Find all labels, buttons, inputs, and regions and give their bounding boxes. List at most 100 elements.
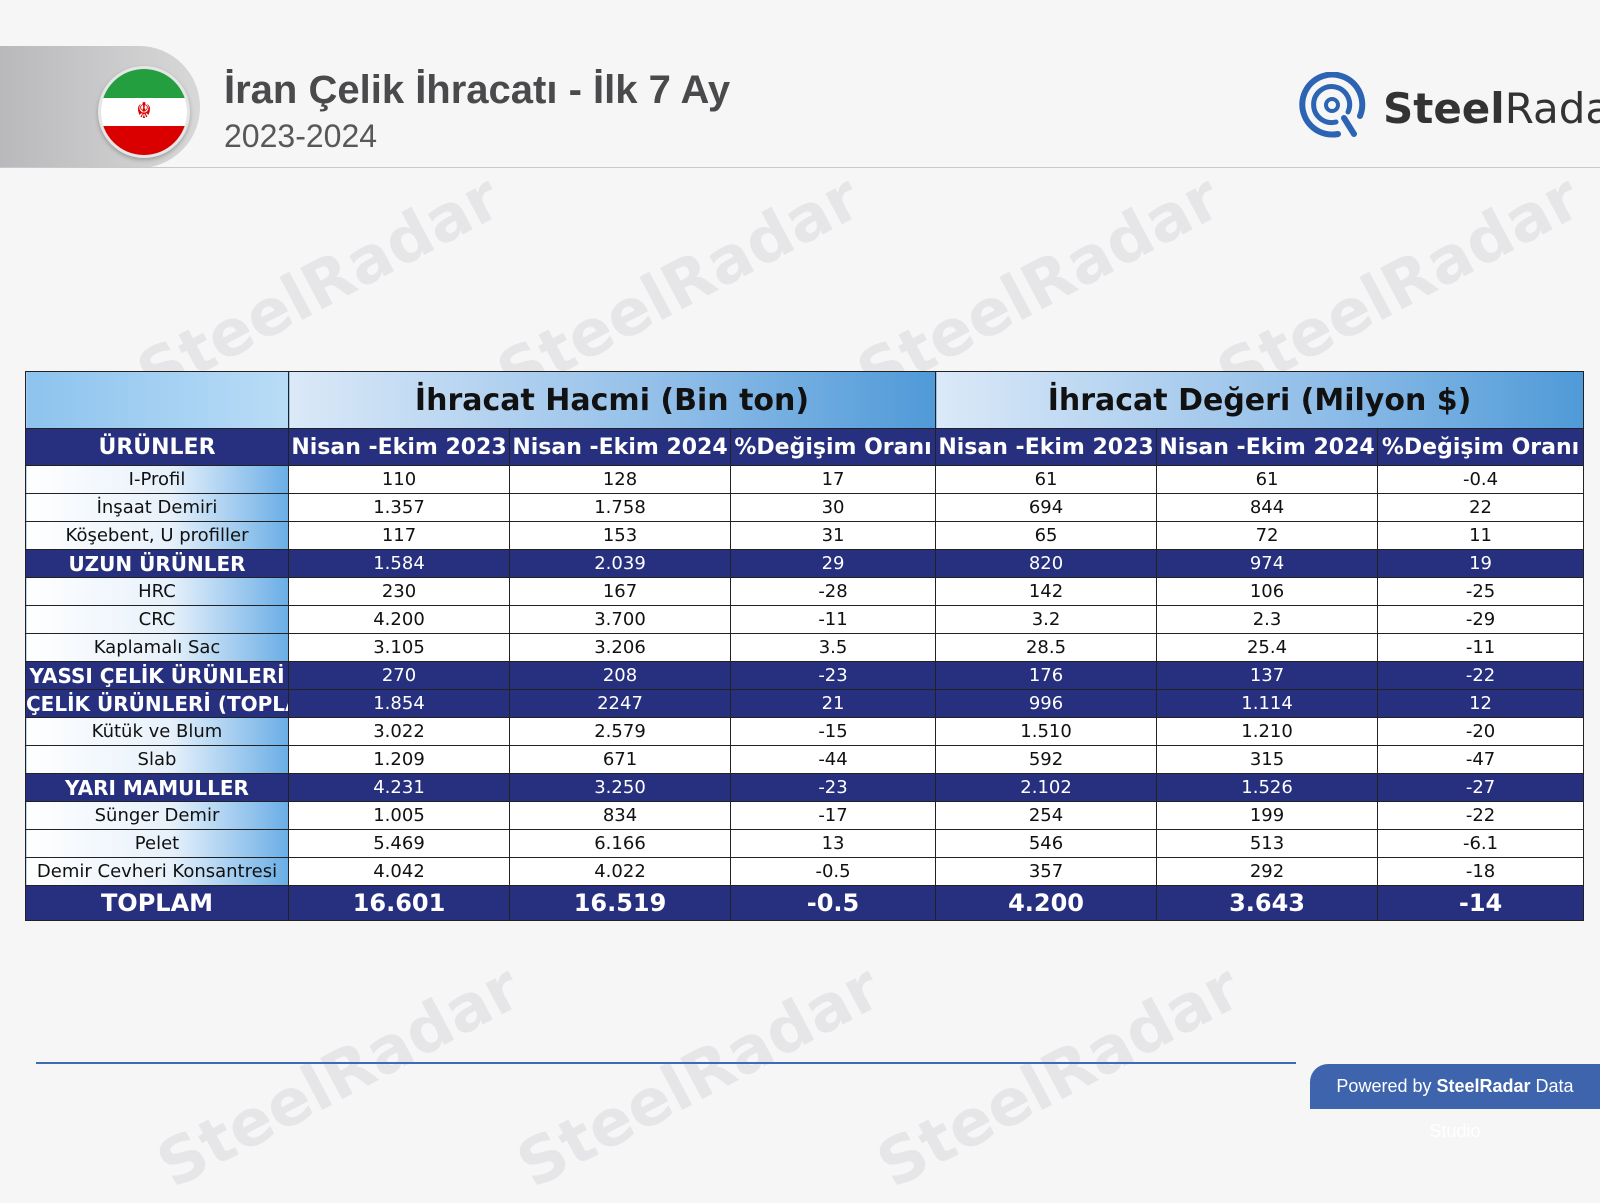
table-cell: 2.3	[1156, 605, 1379, 634]
table-cell: 4.200	[288, 605, 510, 634]
table-cell: -20	[1377, 717, 1585, 746]
table-cell: 199	[1156, 801, 1379, 830]
table-cell: 1.854	[288, 689, 510, 718]
table-cell: -11	[729, 605, 937, 634]
table-cell: 513	[1156, 829, 1379, 858]
table-corner	[25, 371, 289, 429]
row-label: ÇELİK ÜRÜNLERİ (TOPLAM)	[25, 689, 289, 718]
table-row: Slab 1.209 671 -44 592 315 -47	[25, 745, 1585, 774]
table-row: Kaplamalı Sac 3.105 3.206 3.5 28.5 25.4 -11	[25, 633, 1585, 662]
table-cell: 834	[509, 801, 731, 830]
table-cell: 3.2	[935, 605, 1158, 634]
table-cell: 208	[509, 661, 731, 690]
table-cell: 19	[1377, 549, 1585, 578]
table-cell: 61	[935, 465, 1158, 494]
table-cell: 3.700	[509, 605, 731, 634]
column-header: Nisan -Ekim 2023	[935, 428, 1158, 466]
table-cell: -22	[1377, 661, 1585, 690]
table-cell: -22	[1377, 801, 1585, 830]
table-cell: -11	[1377, 633, 1585, 662]
column-header: ÜRÜNLER	[25, 428, 289, 466]
row-label: Sünger Demir	[25, 801, 289, 830]
column-header: Nisan -Ekim 2024	[1156, 428, 1379, 466]
table-cell: 270	[288, 661, 510, 690]
table-cell: 137	[1156, 661, 1379, 690]
table-cell: -15	[729, 717, 937, 746]
table-cell: 12	[1377, 689, 1585, 718]
table-cell: 4.022	[509, 857, 731, 886]
table-cell: 13	[729, 829, 937, 858]
row-label: YASSI ÇELİK ÜRÜNLERİ	[25, 661, 289, 690]
table-row: Pelet 5.469 6.166 13 546 513 -6.1	[25, 829, 1585, 858]
table-cell: 974	[1156, 549, 1379, 578]
table-cell: 72	[1156, 521, 1379, 550]
table-row: HRC 230 167 -28 142 106 -25	[25, 577, 1585, 606]
table-cell: 3.022	[288, 717, 510, 746]
table-cell: -25	[1377, 577, 1585, 606]
table-row: Köşebent, U profiller 117 153 31 65 72 11	[25, 521, 1585, 550]
powered-by-badge: Powered by SteelRadar Data Studio	[1310, 1064, 1600, 1141]
table-cell: -27	[1377, 773, 1585, 802]
table-cell: 2247	[509, 689, 731, 718]
table-cell: 1.114	[1156, 689, 1379, 718]
table-cell: 315	[1156, 745, 1379, 774]
table-cell: 1.209	[288, 745, 510, 774]
table-cell: 3.105	[288, 633, 510, 662]
table-cell: 6.166	[509, 829, 731, 858]
table-cell: 167	[509, 577, 731, 606]
table-cell: 844	[1156, 493, 1379, 522]
table-cell: 1.758	[509, 493, 731, 522]
table-row: CRC 4.200 3.700 -11 3.2 2.3 -29	[25, 605, 1585, 634]
footer-divider	[36, 1062, 1296, 1064]
table-cell: 357	[935, 857, 1158, 886]
table-cell: 2.579	[509, 717, 731, 746]
table-cell: 16.519	[509, 885, 731, 921]
page-title: İran Çelik İhracatı - İlk 7 Ay	[224, 68, 731, 112]
table-cell: 1.526	[1156, 773, 1379, 802]
table-cell: 22	[1377, 493, 1585, 522]
table-cell: 25.4	[1156, 633, 1379, 662]
table-cell: -0.4	[1377, 465, 1585, 494]
subtotal-row: YASSI ÇELİK ÜRÜNLERİ 270 208 -23 176 137 -22	[25, 661, 1585, 690]
table-cell: 117	[288, 521, 510, 550]
table-cell: 30	[729, 493, 937, 522]
table-cell: 5.469	[288, 829, 510, 858]
row-label: İnşaat Demiri	[25, 493, 289, 522]
row-label: Köşebent, U profiller	[25, 521, 289, 550]
column-header: %Değişim Oranı	[1377, 428, 1585, 466]
table-cell: 31	[729, 521, 937, 550]
group-header-value: İhracat Değeri (Milyon $)	[935, 371, 1585, 429]
group-header-volume: İhracat Hacmi (Bin ton)	[287, 371, 937, 429]
table-cell: 28.5	[935, 633, 1158, 662]
table-cell: 21	[729, 689, 937, 718]
table-cell: 2.102	[935, 773, 1158, 802]
table-cell: 1.005	[288, 801, 510, 830]
table-cell: 128	[509, 465, 731, 494]
table-cell: -44	[729, 745, 937, 774]
watermark: SteelRadar	[145, 950, 533, 1203]
table-cell: 29	[729, 549, 937, 578]
table-cell: 996	[935, 689, 1158, 718]
table-cell: 820	[935, 549, 1158, 578]
table-row: Kütük ve Blum 3.022 2.579 -15 1.510 1.210 -20	[25, 717, 1585, 746]
table-cell: 3.206	[509, 633, 731, 662]
column-header: Nisan -Ekim 2024	[509, 428, 731, 466]
table-cell: 11	[1377, 521, 1585, 550]
table-cell: 176	[935, 661, 1158, 690]
export-table: İhracat Hacmi (Bin ton) İhracat Değeri (…	[25, 371, 1585, 921]
table-cell: 671	[509, 745, 731, 774]
radar-logo-icon	[1299, 71, 1366, 138]
table-cell: -0.5	[729, 885, 937, 921]
row-label: CRC	[25, 605, 289, 634]
watermark: SteelRadar	[865, 950, 1253, 1203]
total-row: TOPLAM 16.601 16.519 -0.5 4.200 3.643 -14	[25, 885, 1585, 921]
row-label: Slab	[25, 745, 289, 774]
table-cell: 1.510	[935, 717, 1158, 746]
table-cell: 546	[935, 829, 1158, 858]
table-cell: 3.5	[729, 633, 937, 662]
steelradar-logo: SteelRadar	[1298, 71, 1600, 142]
table-cell: -17	[729, 801, 937, 830]
table-cell: 110	[288, 465, 510, 494]
table-row: I-Profil 110 128 17 61 61 -0.4	[25, 465, 1585, 494]
table-cell: -6.1	[1377, 829, 1585, 858]
